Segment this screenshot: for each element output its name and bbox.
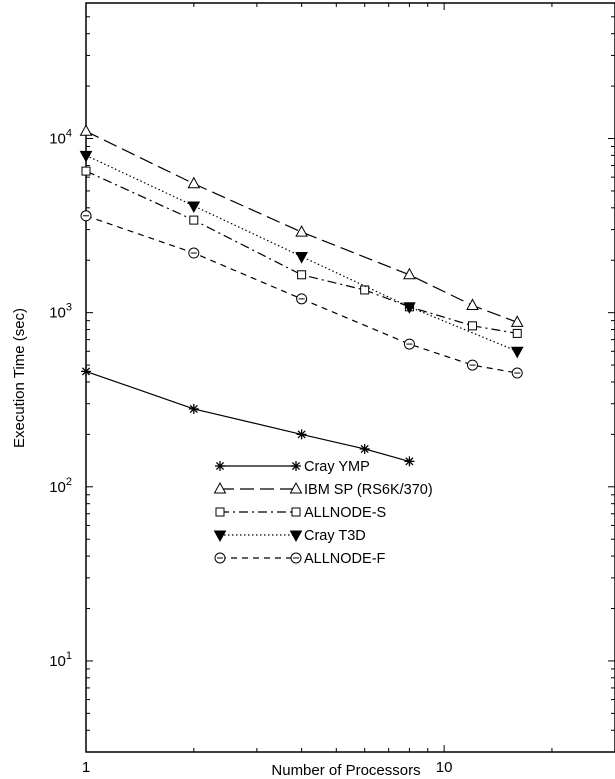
- data-point: [466, 359, 478, 371]
- series-lines: [79, 124, 524, 467]
- data-point: [295, 252, 308, 264]
- data-point: [79, 124, 93, 136]
- legend-item: Cray YMP: [215, 459, 370, 475]
- data-point: [81, 366, 91, 377]
- series-cray-t3d: [79, 150, 524, 359]
- plot-frame: [85, 2, 615, 753]
- x-tick-label: 10: [436, 759, 453, 776]
- legend-marker: [214, 552, 226, 564]
- data-point: [295, 225, 308, 237]
- series-allnode-f: [80, 210, 523, 379]
- data-point: [296, 293, 308, 305]
- data-point: [188, 403, 199, 414]
- data-point: [467, 321, 477, 331]
- legend-label: IBM SP (RS6K/370): [304, 482, 433, 498]
- legend-marker: [215, 507, 225, 517]
- legend-marker: [289, 530, 303, 543]
- legend-label: ALLNODE-S: [304, 505, 386, 521]
- legend-marker: [291, 461, 301, 471]
- data-point: [79, 150, 93, 163]
- legend-marker: [290, 552, 302, 564]
- legend-item: Cray T3D: [213, 528, 366, 544]
- y-tick-label: 101: [49, 650, 72, 670]
- legend-label: ALLNODE-F: [304, 551, 386, 567]
- data-point: [297, 270, 307, 280]
- y-axis-label: Execution Time (sec): [11, 308, 28, 448]
- legend-item: ALLNODE-S: [215, 505, 386, 521]
- legend-item: ALLNODE-F: [214, 551, 386, 567]
- data-point: [512, 328, 522, 338]
- x-axis-label: Number of Processors: [271, 762, 420, 779]
- legend-marker: [289, 481, 303, 494]
- data-point: [81, 166, 91, 176]
- series-line: [85, 215, 518, 374]
- y-tick-label: 103: [49, 302, 72, 322]
- series-ibm-sp-rs6k-370: [79, 124, 524, 327]
- data-point: [510, 346, 524, 359]
- data-point: [403, 302, 416, 314]
- data-point: [404, 456, 415, 467]
- legend-label: Cray T3D: [304, 528, 366, 544]
- legend-item: IBM SP (RS6K/370): [213, 481, 433, 498]
- data-point: [187, 176, 201, 189]
- data-point: [403, 338, 415, 350]
- series-line: [85, 130, 518, 323]
- legend-marker: [291, 507, 301, 517]
- legend-marker: [213, 530, 227, 543]
- data-point: [511, 367, 523, 379]
- data-point: [189, 215, 199, 225]
- data-point: [403, 267, 416, 280]
- data-point: [296, 429, 307, 440]
- series-cray-ymp: [81, 366, 415, 467]
- data-point: [466, 298, 479, 310]
- y-tick-label: 104: [49, 128, 72, 148]
- legend-label: Cray YMP: [304, 459, 370, 475]
- x-tick-label: 1: [82, 759, 90, 776]
- y-tick-label: 102: [49, 476, 72, 496]
- legend-marker: [213, 481, 227, 494]
- data-point: [187, 201, 201, 213]
- data-point: [359, 443, 370, 454]
- legend: Cray YMP IBM SP (RS6K/370) ALLNODE-S Cray T…: [213, 459, 433, 567]
- data-point: [360, 285, 370, 295]
- legend-marker: [215, 461, 225, 471]
- data-point: [510, 315, 524, 327]
- data-point: [80, 210, 92, 222]
- data-point: [188, 247, 200, 259]
